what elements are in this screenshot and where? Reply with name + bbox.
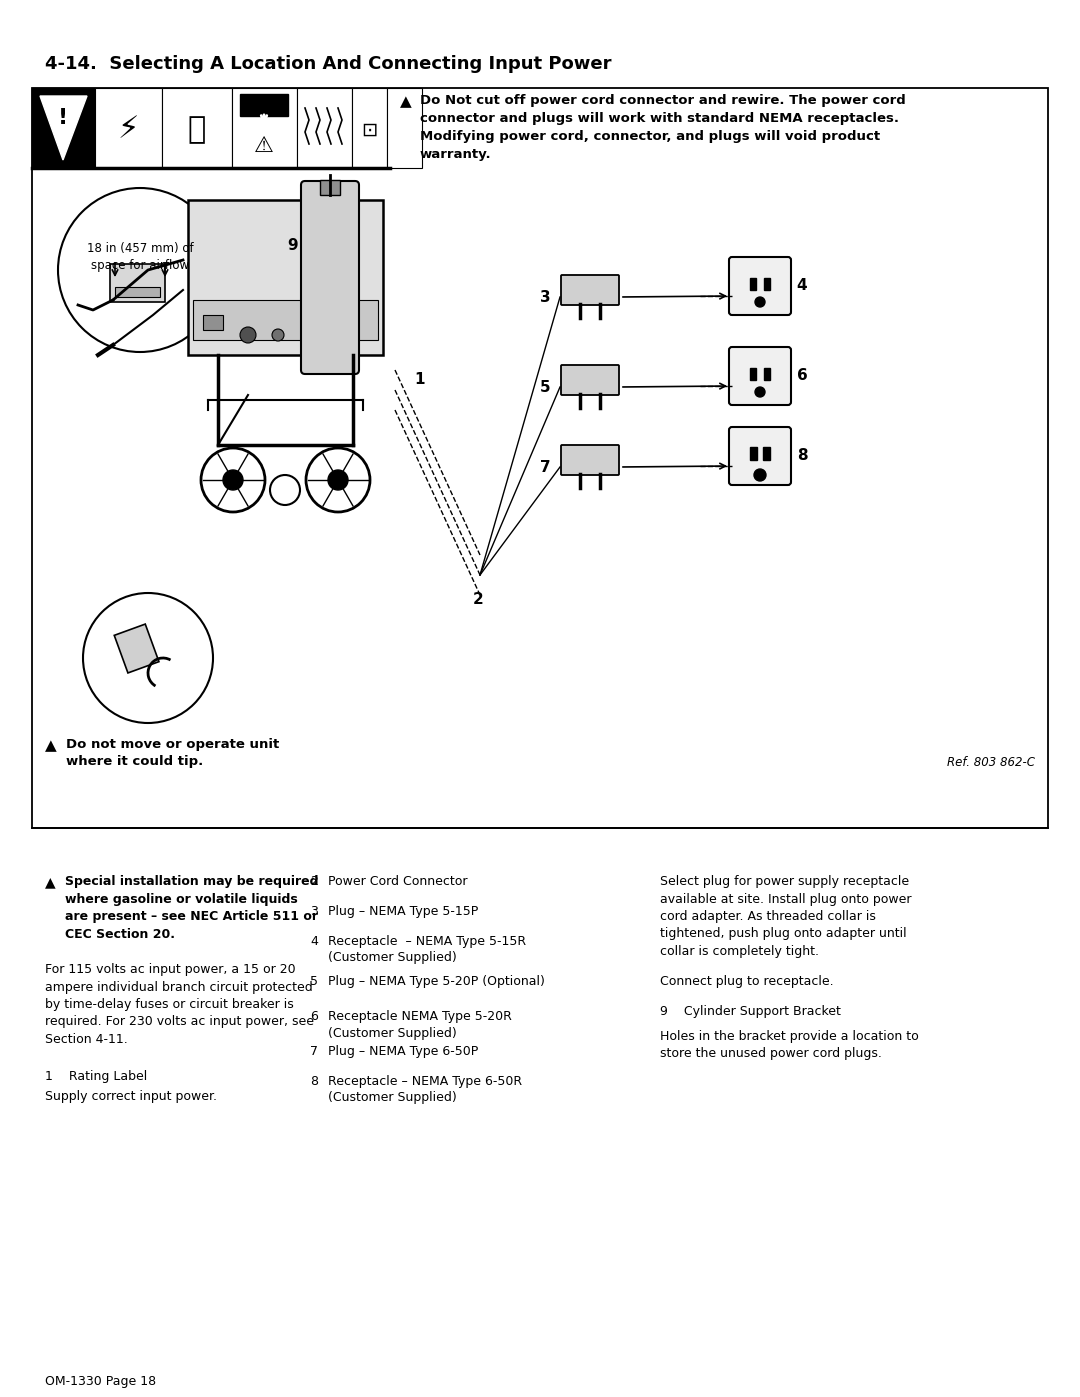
FancyBboxPatch shape: [561, 365, 619, 395]
Bar: [387, 88, 422, 168]
Text: 6: 6: [310, 1010, 318, 1023]
FancyBboxPatch shape: [561, 446, 619, 475]
Text: 5: 5: [310, 975, 318, 988]
Bar: [162, 88, 232, 168]
Ellipse shape: [563, 446, 618, 474]
Text: ⚡: ⚡: [118, 116, 138, 144]
Text: 8: 8: [310, 1076, 318, 1088]
Bar: [232, 88, 297, 168]
Bar: [297, 88, 352, 168]
Text: 8: 8: [797, 447, 808, 462]
Bar: [114, 286, 160, 298]
Polygon shape: [114, 624, 159, 673]
Text: Receptacle NEMA Type 5-20R
(Customer Supplied): Receptacle NEMA Type 5-20R (Customer Sup…: [328, 1010, 512, 1039]
Text: ⊡: ⊡: [361, 120, 377, 140]
Bar: [750, 447, 757, 460]
Text: 1: 1: [415, 373, 426, 387]
Text: Receptacle – NEMA Type 6-50R
(Customer Supplied): Receptacle – NEMA Type 6-50R (Customer S…: [328, 1076, 522, 1105]
Circle shape: [754, 469, 766, 481]
Bar: [762, 447, 770, 460]
Text: 5: 5: [540, 380, 551, 394]
Text: Receptacle  – NEMA Type 5-15R
(Customer Supplied): Receptacle – NEMA Type 5-15R (Customer S…: [328, 935, 526, 964]
Text: 3: 3: [540, 289, 551, 305]
Bar: [32, 88, 95, 168]
Bar: [764, 367, 770, 380]
Text: Plug – NEMA Type 6-50P: Plug – NEMA Type 6-50P: [328, 1045, 478, 1058]
Bar: [750, 367, 756, 380]
Text: Supply correct input power.: Supply correct input power.: [45, 1090, 217, 1104]
Bar: [95, 88, 162, 168]
Text: 4: 4: [797, 278, 808, 292]
FancyBboxPatch shape: [729, 257, 791, 314]
Text: ▲: ▲: [400, 94, 411, 109]
Text: 🔥: 🔥: [188, 116, 206, 144]
Bar: [193, 300, 378, 339]
Text: OM-1330 Page 18: OM-1330 Page 18: [45, 1375, 157, 1389]
Polygon shape: [40, 96, 87, 161]
Text: ⚠: ⚠: [254, 136, 274, 156]
Text: 7: 7: [310, 1045, 318, 1058]
FancyBboxPatch shape: [188, 200, 383, 355]
FancyBboxPatch shape: [729, 346, 791, 405]
Ellipse shape: [563, 277, 618, 305]
Bar: [320, 180, 340, 196]
Text: 2: 2: [310, 875, 318, 888]
Ellipse shape: [563, 366, 618, 394]
FancyBboxPatch shape: [301, 182, 359, 374]
Text: Holes in the bracket provide a location to
store the unused power cord plugs.: Holes in the bracket provide a location …: [660, 1030, 919, 1060]
Bar: [110, 264, 165, 302]
Text: Do not move or operate unit
where it could tip.: Do not move or operate unit where it cou…: [66, 738, 280, 768]
Bar: [240, 94, 288, 116]
Text: ▲: ▲: [45, 738, 57, 753]
Text: Special installation may be required
where gasoline or volatile liquids
are pres: Special installation may be required whe…: [65, 875, 319, 940]
Text: ▲: ▲: [45, 875, 56, 888]
Circle shape: [272, 330, 284, 341]
Text: 6: 6: [797, 367, 808, 383]
Text: 18 in (457 mm) of
space for airflow: 18 in (457 mm) of space for airflow: [86, 242, 193, 271]
Bar: [203, 314, 222, 330]
Text: Plug – NEMA Type 5-15P: Plug – NEMA Type 5-15P: [328, 905, 478, 918]
Text: 4: 4: [310, 935, 318, 949]
Text: 9    Cylinder Support Bracket: 9 Cylinder Support Bracket: [660, 1004, 841, 1018]
Circle shape: [755, 387, 765, 397]
Text: 7: 7: [540, 460, 551, 475]
Bar: [32, 88, 1048, 828]
Text: !: !: [58, 108, 68, 129]
Bar: [750, 278, 756, 291]
Text: Ref. 803 862-C: Ref. 803 862-C: [947, 756, 1035, 768]
Text: 2: 2: [473, 592, 484, 608]
Circle shape: [755, 298, 765, 307]
Circle shape: [240, 327, 256, 344]
Circle shape: [222, 469, 243, 490]
Text: Power Cord Connector: Power Cord Connector: [328, 875, 468, 888]
Text: 3: 3: [310, 905, 318, 918]
Text: Do Not cut off power cord connector and rewire. The power cord
connector and plu: Do Not cut off power cord connector and …: [420, 94, 906, 161]
Text: 1    Rating Label: 1 Rating Label: [45, 1070, 147, 1083]
Text: 4-14.  Selecting A Location And Connecting Input Power: 4-14. Selecting A Location And Connectin…: [45, 54, 611, 73]
Text: Plug – NEMA Type 5-20P (Optional): Plug – NEMA Type 5-20P (Optional): [328, 975, 545, 988]
FancyBboxPatch shape: [729, 427, 791, 485]
Text: Connect plug to receptacle.: Connect plug to receptacle.: [660, 975, 834, 988]
FancyBboxPatch shape: [561, 275, 619, 305]
Bar: [352, 88, 387, 168]
Bar: [764, 278, 770, 291]
Text: For 115 volts ac input power, a 15 or 20
ampere individual branch circuit protec: For 115 volts ac input power, a 15 or 20…: [45, 963, 314, 1046]
Text: Select plug for power supply receptacle
available at site. Install plug onto pow: Select plug for power supply receptacle …: [660, 875, 912, 958]
Circle shape: [328, 469, 348, 490]
Text: 9: 9: [287, 237, 298, 253]
